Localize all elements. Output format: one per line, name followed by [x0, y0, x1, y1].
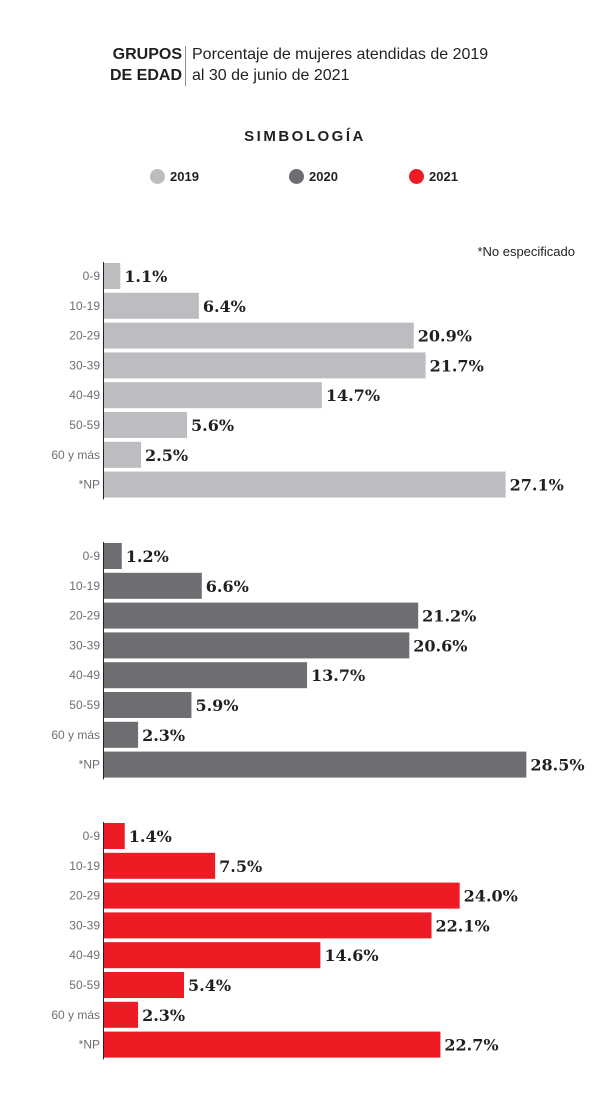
legend-label-2019: 2019 — [170, 168, 199, 184]
value-label: 27.1% — [510, 476, 564, 495]
category-label: 0-9 — [83, 829, 101, 843]
value-label: 22.7% — [444, 1036, 498, 1055]
category-label: 10-19 — [69, 299, 100, 313]
value-label: 24.0% — [464, 887, 518, 906]
bar-2019-6 — [104, 441, 142, 468]
bar-2021-3 — [104, 912, 432, 939]
bar-group-2021: 0-9 1.4% 10-19 7.5% 20-29 24.0% 30-39 22.1% 40-4… — [51, 822, 518, 1060]
bar-2019-0 — [104, 263, 121, 289]
category-label: 30-39 — [69, 358, 100, 372]
bar-2019-5 — [104, 412, 187, 438]
legend-title: SIMBOLOGÍA — [244, 128, 366, 145]
bar-2020-6 — [104, 721, 139, 748]
bar-2019-7 — [104, 471, 506, 498]
category-label: 10-19 — [69, 579, 100, 593]
footnote-not-specified: *No especificado — [477, 244, 575, 259]
category-label: 30-39 — [69, 918, 100, 932]
bar-group-2019: 0-9 1.1% 10-19 6.4% 20-29 20.9% 30-39 21.7% 40-4… — [51, 262, 564, 500]
chart-header: GRUPOS DE EDAD Porcentaje de mujeres ate… — [0, 44, 610, 88]
value-label: 5.4% — [188, 976, 231, 995]
bar-2020-7 — [104, 751, 527, 778]
category-label: 20-29 — [69, 889, 100, 903]
header-subtitle-line2: al 30 de junio de 2021 — [192, 67, 350, 84]
value-label: 6.6% — [206, 577, 249, 596]
category-label: *NP — [79, 478, 100, 492]
category-label: 60 y más — [51, 448, 100, 462]
category-label: 10-19 — [69, 859, 100, 873]
category-label: *NP — [79, 758, 100, 772]
bar-2020-4 — [104, 662, 308, 689]
legend-item-2021: 2021 — [409, 168, 458, 184]
value-label: 1.2% — [126, 547, 169, 566]
header-subtitle-line1: Porcentaje de mujeres atendidas de 2019 — [192, 46, 489, 63]
category-label: 30-39 — [69, 638, 100, 652]
value-label: 1.1% — [124, 267, 167, 286]
category-label: 60 y más — [51, 1008, 100, 1022]
value-label: 21.7% — [430, 356, 484, 375]
bar-2019-1 — [104, 292, 199, 319]
header-title-line2: DE EDAD — [109, 67, 182, 84]
bar-2021-6 — [104, 1001, 139, 1028]
value-label: 28.5% — [530, 756, 584, 775]
bar-2021-2 — [104, 882, 460, 909]
category-label: 60 y más — [51, 728, 100, 742]
bar-2021-7 — [104, 1031, 441, 1058]
bar-2020-0 — [104, 543, 122, 569]
bar-group-2020: 0-9 1.2% 10-19 6.6% 20-29 21.2% 30-39 20.6% 40-4… — [51, 542, 585, 780]
value-label: 20.6% — [413, 636, 467, 655]
category-label: 40-49 — [69, 388, 100, 402]
bar-2019-2 — [104, 322, 414, 349]
value-label: 20.9% — [418, 327, 472, 346]
header-title-line1: GRUPOS — [112, 46, 182, 63]
category-label: *NP — [79, 1038, 100, 1052]
bar-2020-3 — [104, 632, 410, 659]
category-label: 0-9 — [83, 549, 101, 563]
value-label: 1.4% — [129, 827, 172, 846]
value-label: 14.7% — [326, 386, 380, 405]
value-label: 5.9% — [195, 696, 238, 715]
category-label: 20-29 — [69, 329, 100, 343]
category-label: 50-59 — [69, 698, 100, 712]
value-label: 22.1% — [436, 916, 490, 935]
bar-2021-0 — [104, 823, 125, 849]
value-label: 5.6% — [191, 416, 234, 435]
bar-2020-2 — [104, 602, 419, 629]
value-label: 21.2% — [422, 607, 476, 626]
bar-2020-1 — [104, 572, 202, 599]
category-label: 20-29 — [69, 609, 100, 623]
header-divider — [185, 46, 186, 86]
value-label: 2.3% — [142, 1006, 185, 1025]
value-label: 7.5% — [219, 857, 262, 876]
legend-label-2020: 2020 — [309, 168, 338, 184]
legend-label-2021: 2021 — [429, 168, 458, 184]
header-title: GRUPOS DE EDAD — [110, 44, 182, 86]
category-label: 50-59 — [69, 418, 100, 432]
bar-2021-5 — [104, 972, 185, 998]
value-label: 2.5% — [145, 446, 188, 465]
value-label: 13.7% — [311, 666, 365, 685]
category-label: 50-59 — [69, 978, 100, 992]
value-label: 14.6% — [324, 946, 378, 965]
legend-dot-2019 — [150, 168, 165, 184]
bar-2021-1 — [104, 852, 216, 879]
bar-2021-4 — [104, 942, 321, 969]
value-label: 6.4% — [203, 297, 246, 316]
category-label: 40-49 — [69, 668, 100, 682]
category-label: 0-9 — [83, 269, 101, 283]
legend-dot-2021 — [409, 168, 424, 184]
legend-item-2020: 2020 — [289, 168, 338, 184]
legend-dot-2020 — [289, 168, 304, 184]
category-label: 40-49 — [69, 948, 100, 962]
bar-2019-4 — [104, 382, 322, 409]
value-label: 2.3% — [142, 726, 185, 745]
legend-item-2019: 2019 — [150, 168, 199, 184]
header-subtitle: Porcentaje de mujeres atendidas de 2019 … — [192, 44, 552, 86]
bar-2020-5 — [104, 692, 192, 718]
bar-2019-3 — [104, 352, 426, 379]
